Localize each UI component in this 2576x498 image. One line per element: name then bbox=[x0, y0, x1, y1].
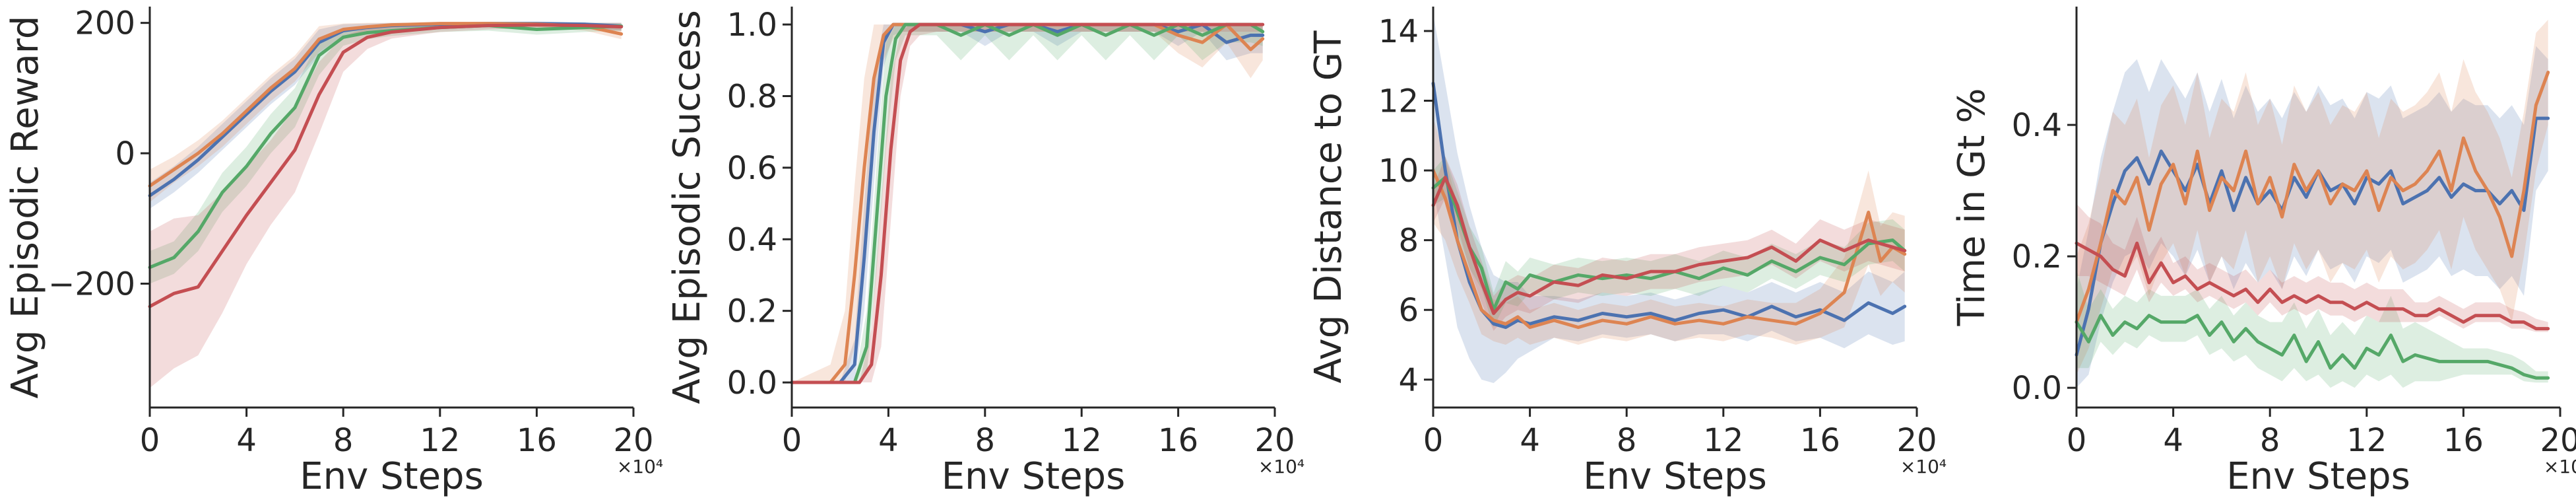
x-scale-multiplier: ×10⁴ bbox=[1900, 456, 1947, 478]
series-band-blue bbox=[1433, 13, 1905, 384]
y-tick-label: 0 bbox=[115, 135, 135, 172]
x-tick-label: 0 bbox=[2067, 422, 2087, 459]
x-tick-label: 20 bbox=[1896, 422, 1937, 459]
series-line-orange bbox=[2075, 71, 2550, 324]
y-axis-label: Avg Distance to GT bbox=[1307, 30, 1350, 384]
y-tick-label: −200 bbox=[48, 266, 135, 302]
x-tick-label: 4 bbox=[236, 422, 257, 459]
series-line-red bbox=[2075, 241, 2550, 331]
x-axis-label: Env Steps bbox=[942, 455, 1126, 498]
series-line-orange bbox=[148, 22, 624, 188]
x-tick-label: 0 bbox=[140, 422, 160, 459]
x-tick-label: 4 bbox=[878, 422, 899, 459]
x-tick-label: 20 bbox=[2540, 422, 2576, 459]
series-line-red bbox=[148, 23, 624, 308]
x-tick-label: 16 bbox=[517, 422, 557, 459]
series-band-orange bbox=[150, 22, 622, 203]
x-tick-label: 16 bbox=[1158, 422, 1198, 459]
x-axis-label: Env Steps bbox=[1583, 455, 1767, 498]
x-scale-multiplier: ×10⁴ bbox=[617, 456, 663, 478]
x-tick-label: 8 bbox=[333, 422, 354, 459]
y-tick-label: 0.6 bbox=[727, 150, 777, 187]
x-scale-multiplier: ×10⁴ bbox=[1258, 456, 1304, 478]
y-tick-label: 0.0 bbox=[2012, 370, 2062, 407]
series-line-red bbox=[790, 22, 1265, 384]
series-band-orange bbox=[792, 24, 1263, 383]
series-band-red bbox=[1433, 156, 1905, 331]
x-tick-label: 8 bbox=[2260, 422, 2280, 459]
chart-panel-2: 0 4 8 12 16 20 0.0 0.2 0.4 0.6 0.8 1.0 Env Steps Avg … bbox=[666, 7, 1304, 498]
series-line-green bbox=[2075, 314, 2550, 380]
y-tick-label: 0.8 bbox=[727, 78, 777, 115]
series-band-red bbox=[150, 22, 622, 388]
series-band-orange bbox=[1433, 118, 1905, 345]
x-tick-label: 12 bbox=[1703, 422, 1743, 459]
x-tick-label: 12 bbox=[2346, 422, 2387, 459]
x-tick-label: 16 bbox=[1800, 422, 1840, 459]
y-tick-label: 10 bbox=[1378, 153, 1419, 190]
y-axis-label: Time in Gt % bbox=[1950, 88, 1993, 326]
y-axis-label: Avg Episodic Reward bbox=[4, 16, 47, 399]
series-line-green bbox=[790, 22, 1265, 384]
y-tick-label: 0.2 bbox=[2012, 238, 2062, 275]
y-tick-label: 0.4 bbox=[2012, 107, 2062, 144]
series-line-orange bbox=[790, 22, 1265, 384]
x-tick-label: 20 bbox=[613, 422, 653, 459]
chart-panel-4: 0 4 8 12 16 20 0.0 0.2 0.4 Env Steps Time in Gt % ×… bbox=[1950, 7, 2576, 498]
series-line-red bbox=[1431, 176, 1907, 315]
x-tick-label: 4 bbox=[2163, 422, 2183, 459]
y-tick-label: 0.2 bbox=[727, 293, 777, 330]
x-tick-label: 16 bbox=[2443, 422, 2484, 459]
x-tick-label: 12 bbox=[420, 422, 460, 459]
x-tick-label: 8 bbox=[975, 422, 996, 459]
series-band-blue bbox=[2077, 46, 2548, 388]
series-line-orange bbox=[1431, 168, 1907, 330]
x-tick-label: 8 bbox=[1617, 422, 1637, 459]
series-band-green bbox=[150, 22, 622, 284]
x-tick-label: 20 bbox=[1254, 422, 1295, 459]
series-band-orange bbox=[2077, 19, 2548, 375]
series-band-red bbox=[2077, 203, 2548, 332]
y-axis-label: Avg Episodic Success bbox=[666, 10, 709, 404]
x-scale-multiplier: ×10⁴ bbox=[2544, 456, 2576, 478]
y-tick-label: 6 bbox=[1398, 292, 1419, 329]
series-line-green bbox=[1431, 176, 1907, 312]
x-axis-label: Env Steps bbox=[2226, 455, 2410, 498]
y-tick-label: 1.0 bbox=[727, 7, 777, 44]
y-tick-label: 12 bbox=[1378, 83, 1419, 120]
x-axis-label: Env Steps bbox=[300, 455, 484, 498]
y-tick-label: 0.4 bbox=[727, 221, 777, 258]
x-tick-label: 0 bbox=[1423, 422, 1444, 459]
series-line-blue bbox=[2075, 116, 2550, 357]
series-line-blue bbox=[148, 22, 624, 197]
series-line-green bbox=[148, 24, 624, 269]
y-tick-label: 4 bbox=[1398, 362, 1419, 399]
y-tick-label: 8 bbox=[1398, 223, 1419, 260]
y-tick-label: 0.0 bbox=[727, 365, 777, 402]
x-tick-label: 12 bbox=[1062, 422, 1102, 459]
y-tick-label: 200 bbox=[75, 5, 135, 42]
chart-panel-1: 0 4 8 12 16 20 −200 0 200 Env Steps Avg Episodic R… bbox=[4, 5, 663, 498]
x-tick-label: 0 bbox=[782, 422, 802, 459]
y-tick-label: 14 bbox=[1378, 13, 1419, 50]
x-tick-label: 4 bbox=[1520, 422, 1540, 459]
